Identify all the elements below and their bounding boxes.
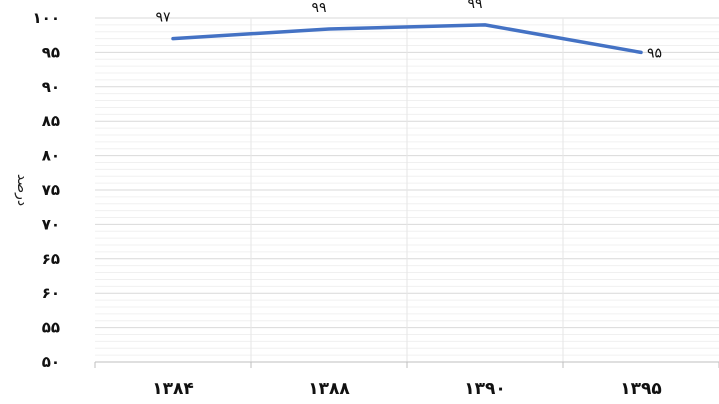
y-axis-tick-labels: ۵۰ ۵۵ ۶۰ ۶۵ ۷۰ ۷۵ ۸۰ ۸۵ ۹۰ ۹۵ ۱۰۰ <box>33 9 60 371</box>
y-tick-label: ۸۰ <box>42 147 60 165</box>
vertical-gridlines <box>250 18 564 362</box>
y-axis-title: درصد <box>14 174 30 206</box>
y-tick-label: ۶۰ <box>42 284 60 302</box>
y-tick-label: ۷۵ <box>42 181 60 199</box>
x-axis-tick-marks <box>94 362 719 368</box>
y-tick-label: ۶۵ <box>42 250 60 268</box>
y-tick-label: ۷۰ <box>42 215 60 233</box>
x-tick-label: ۱۳۹۰ <box>464 379 506 399</box>
series-line <box>171 23 643 55</box>
x-tick-label: ۱۳۸۴ <box>152 379 194 399</box>
y-tick-label: ۵۰ <box>42 353 60 371</box>
data-label: ۹۹ <box>467 0 482 12</box>
data-label: ۹۹ <box>311 0 326 16</box>
x-tick-label: ۱۳۹۵ <box>620 379 662 399</box>
y-tick-label: ۱۰۰ <box>33 9 60 27</box>
x-axis-tick-labels: ۱۳۸۴ ۱۳۸۸ ۱۳۹۰ ۱۳۹۵ <box>152 379 662 399</box>
x-tick-label: ۱۳۸۸ <box>308 379 350 399</box>
y-tick-label: ۹۰ <box>42 78 60 96</box>
y-tick-label: ۸۵ <box>42 112 60 130</box>
data-labels: ۹۷ ۹۹ ۹۹ ۹۵ <box>155 0 662 61</box>
y-tick-label: ۹۵ <box>42 43 60 61</box>
data-label: ۹۵ <box>647 45 662 61</box>
y-tick-label: ۵۵ <box>42 319 60 337</box>
data-label: ۹۷ <box>155 10 171 26</box>
